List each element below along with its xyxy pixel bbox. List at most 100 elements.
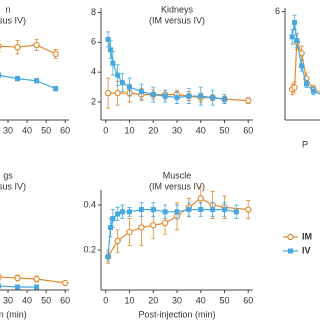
data-point [108, 47, 113, 53]
data-point [138, 207, 144, 213]
y-tick-label: 0.2 [83, 244, 96, 254]
x-tick-label: 60 [243, 295, 253, 305]
x-tick-label: 50 [41, 295, 51, 305]
data-point [311, 88, 316, 94]
series-line [0, 285, 37, 288]
data-point [245, 206, 252, 213]
data-point [150, 207, 156, 213]
data-point [127, 84, 132, 90]
series-line [0, 276, 66, 284]
x-tick-label: 0 [103, 295, 108, 305]
data-point [0, 283, 1, 289]
data-point [150, 92, 156, 98]
data-point [292, 19, 297, 25]
data-point [108, 225, 113, 231]
data-point [34, 284, 40, 290]
x-tick-label: 30 [3, 125, 13, 135]
legend-marker [288, 248, 293, 254]
x-tick-label: 20 [148, 125, 158, 135]
panel-title: n [5, 4, 10, 14]
data-point [110, 216, 116, 222]
data-point [14, 44, 21, 51]
legend-label: IV [302, 245, 311, 255]
legend-marker [287, 233, 294, 241]
data-point [15, 76, 21, 82]
data-point [291, 84, 298, 91]
data-point [174, 209, 180, 215]
legend-label: IM [302, 231, 312, 241]
data-point [104, 89, 112, 97]
x-tick-label: 30 [3, 295, 13, 305]
x-tick-label: 10 [124, 295, 134, 305]
x-tick-label: 30 [172, 295, 182, 305]
data-point [161, 219, 169, 227]
data-point [289, 34, 295, 40]
x-axis-label: P [302, 139, 308, 149]
y-tick-label: 6 [275, 6, 280, 16]
series-line [0, 74, 56, 90]
x-tick-label: 40 [196, 125, 206, 135]
data-point [198, 207, 204, 213]
x-tick-label: 40 [196, 295, 206, 305]
data-point [197, 195, 204, 202]
data-point [114, 237, 121, 245]
data-point [303, 81, 309, 87]
x-tick-label: 30 [172, 125, 182, 135]
data-point [162, 209, 168, 215]
x-axis-label: Post-injection (min) [138, 309, 215, 319]
data-point [105, 254, 111, 260]
panel-title: gs [3, 170, 13, 180]
data-point [150, 222, 157, 229]
data-point [210, 207, 216, 213]
data-point [61, 279, 69, 287]
data-point [245, 97, 252, 104]
y-tick-label: 2 [91, 96, 96, 106]
data-point [210, 95, 216, 101]
data-point [138, 89, 144, 95]
data-point [52, 50, 59, 58]
data-point [186, 207, 192, 213]
y-tick-label: 8 [91, 7, 96, 17]
panel-title: Muscle [163, 170, 192, 180]
x-tick-label: 60 [243, 125, 253, 135]
data-point [15, 284, 21, 290]
data-point [126, 228, 133, 236]
panel-subtitle: (IM versus IV) [149, 15, 205, 25]
data-point [119, 80, 125, 86]
data-point [198, 93, 204, 99]
data-point [233, 209, 239, 215]
x-tick-label: 40 [22, 125, 32, 135]
data-point [0, 72, 1, 78]
data-point [33, 41, 40, 49]
data-point [14, 274, 21, 282]
data-point [186, 93, 192, 99]
x-tick-label: 20 [148, 295, 158, 305]
data-point [222, 96, 227, 102]
data-point [138, 224, 145, 231]
x-tick-label: 40 [22, 295, 32, 305]
data-point [115, 211, 121, 217]
panel-subtitle: ersus IV) [0, 181, 26, 191]
data-point [0, 43, 2, 49]
data-point [115, 72, 121, 78]
x-tick-label: 60 [60, 295, 70, 305]
series-line [0, 44, 56, 55]
x-tick-label: 50 [41, 125, 51, 135]
data-point [222, 207, 227, 213]
data-point [127, 209, 132, 215]
y-tick-label: 4 [91, 67, 96, 77]
panel-title: Kidneys [161, 4, 194, 14]
data-point [34, 78, 40, 84]
x-tick-label: 50 [219, 125, 229, 135]
data-point [119, 209, 125, 215]
data-point [299, 63, 305, 69]
data-point [110, 60, 116, 66]
data-point [294, 38, 300, 44]
panel-subtitle: ersus IV) [0, 15, 26, 25]
x-tick-label: 50 [219, 295, 229, 305]
x-axis-label: tion (min) [0, 309, 27, 319]
x-tick-label: 0 [103, 125, 108, 135]
data-point [162, 93, 168, 99]
